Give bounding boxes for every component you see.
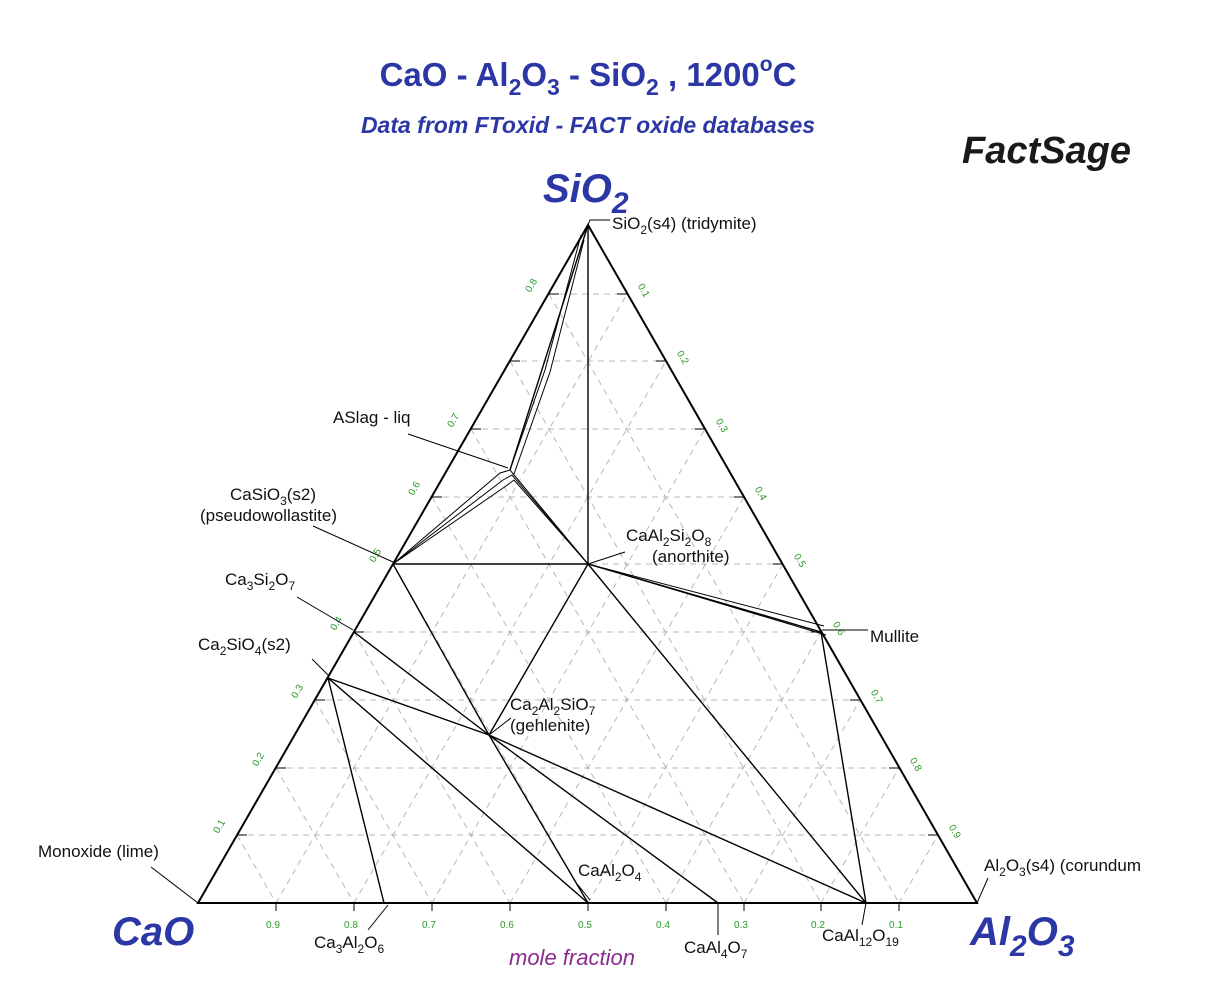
tick-left-0.7: 0.7 — [446, 412, 463, 430]
label-aslag-liq: ASlag - liq — [333, 408, 410, 427]
tick-bottom-0.8: 0.8 — [344, 920, 358, 931]
tick-bottom-0.9: 0.9 — [266, 920, 280, 931]
tick-left-0.8: 0.8 — [524, 277, 541, 295]
tick-right-0.4: 0.4 — [752, 485, 769, 503]
tie-lines — [327, 224, 867, 904]
tick-bottom-0.4: 0.4 — [656, 920, 670, 931]
label-corundum: Al2O3(s4) (corundum — [984, 856, 1141, 879]
label-ca3al2o6: Ca3Al2O6 — [314, 933, 384, 956]
label-caal2o4: CaAl2O4 — [578, 861, 642, 884]
tick-left-0.2: 0.2 — [251, 751, 268, 769]
axis-label-mole-fraction: mole fraction — [509, 945, 635, 970]
tick-left-0.6: 0.6 — [407, 480, 424, 498]
tick-left-0.1: 0.1 — [212, 818, 229, 836]
tick-bottom-0.7: 0.7 — [422, 920, 436, 931]
label-tridymite: SiO2(s4) (tridymite) — [612, 214, 757, 237]
tick-bottom-0.2: 0.2 — [811, 920, 825, 931]
label-pseudowollastite: (pseudowollastite) — [200, 506, 337, 525]
diagram-title: CaO - Al2O3 - SiO2 , 1200oC — [380, 53, 797, 100]
tick-right-0.9: 0.9 — [946, 823, 963, 841]
tick-left-0.5: 0.5 — [368, 547, 385, 565]
label-anorthite: (anorthite) — [652, 547, 729, 566]
tick-left-0.3: 0.3 — [290, 683, 307, 701]
tick-right-0.6: 0.6 — [830, 620, 847, 638]
label-ca2al2sio7: Ca2Al2SiO7 — [510, 695, 596, 718]
label-casio3: CaSiO3(s2) — [230, 485, 316, 508]
label-ca2sio4: Ca2SiO4(s2) — [198, 635, 291, 658]
tick-right-0.7: 0.7 — [868, 688, 885, 706]
tick-right-0.1: 0.1 — [635, 282, 652, 300]
label-leader-lines — [150, 219, 989, 935]
tick-bottom-0.1: 0.1 — [889, 920, 903, 931]
label-mullite: Mullite — [870, 627, 919, 646]
tick-bottom-0.3: 0.3 — [734, 920, 748, 931]
corner-al2o3: Al2O3 — [969, 910, 1075, 963]
left-tick-labels: 0.1 0.2 0.3 0.4 0.5 0.6 0.7 0.8 — [212, 277, 541, 836]
tick-bottom-0.6: 0.6 — [500, 920, 514, 931]
tick-right-0.8: 0.8 — [907, 756, 924, 774]
diagram-subtitle: Data from FToxid - FACT oxide databases — [361, 112, 815, 138]
label-caal12o19: CaAl12O19 — [822, 926, 899, 949]
label-caal2si2o8: CaAl2Si2O8 — [626, 526, 712, 549]
tick-right-0.3: 0.3 — [713, 417, 730, 435]
factsage-brand: FactSage — [962, 130, 1131, 172]
corner-sio2: SiO2 — [543, 167, 629, 220]
phase-labels: SiO2(s4) (tridymite) ASlag - liq CaSiO3(… — [38, 214, 1141, 961]
corner-cao: CaO — [112, 910, 194, 954]
label-ca3si2o7: Ca3Si2O7 — [225, 570, 295, 593]
aslag-liquid-region — [392, 234, 827, 636]
tick-right-0.2: 0.2 — [674, 349, 691, 367]
tick-right-0.5: 0.5 — [791, 552, 808, 570]
bottom-tick-labels: 0.9 0.8 0.7 0.6 0.5 0.4 0.3 0.2 0.1 — [266, 920, 903, 931]
label-monoxide-lime: Monoxide (lime) — [38, 842, 159, 861]
label-caal4o7: CaAl4O7 — [684, 938, 748, 961]
tick-bottom-0.5: 0.5 — [578, 920, 592, 931]
label-gehlenite: (gehlenite) — [510, 716, 590, 735]
